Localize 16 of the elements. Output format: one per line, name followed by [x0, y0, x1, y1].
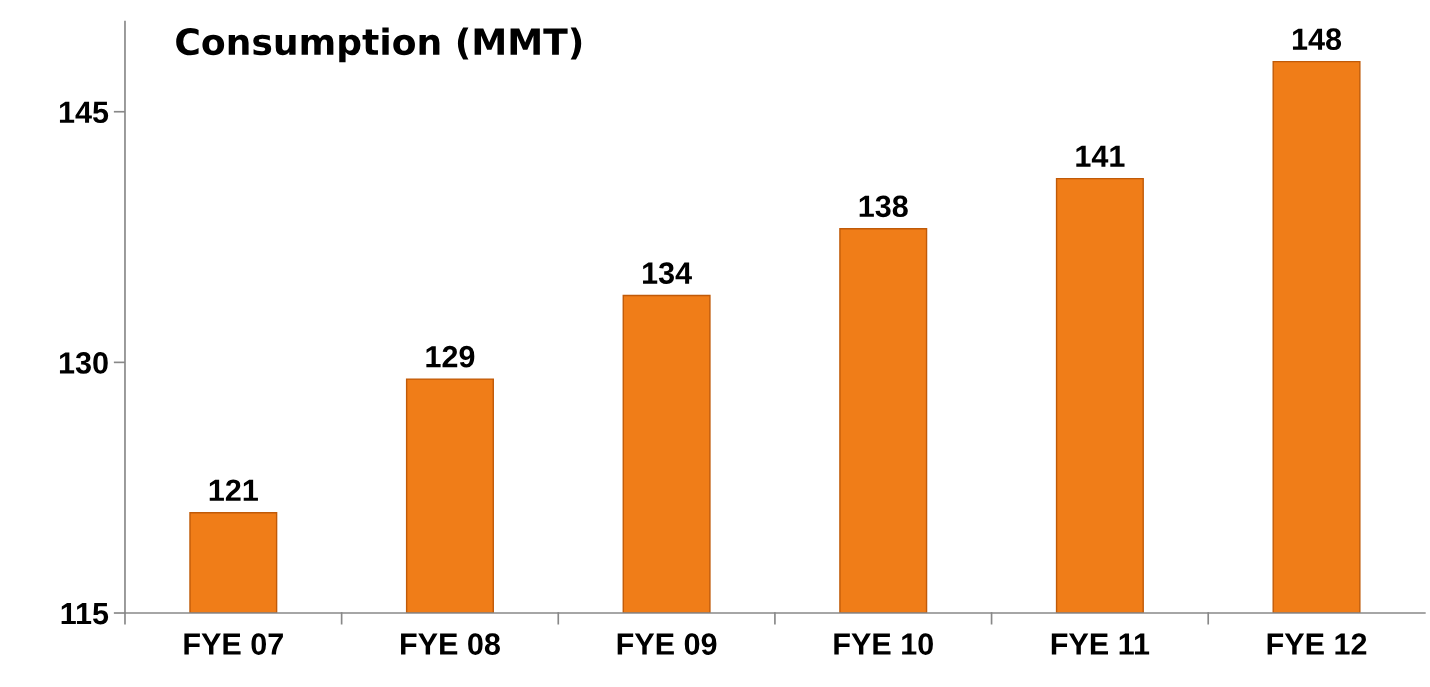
y-tick-label: 145	[59, 101, 109, 124]
data-label: 138	[859, 195, 908, 218]
chart-title: Consumption (MMT)	[176, 27, 582, 63]
data-label: 148	[1292, 28, 1342, 51]
x-tick-label: FYE 07	[184, 633, 283, 655]
y-tick-label: 115	[61, 603, 109, 625]
x-tick-label: FYE 09	[617, 633, 717, 655]
x-tick-label: FYE 10	[834, 633, 933, 655]
data-label: 121	[209, 479, 258, 501]
x-tick-label: FYE 11	[1051, 633, 1150, 655]
data-label: 134	[643, 262, 692, 284]
data-label: 129	[426, 345, 475, 368]
y-tick-label: 130	[59, 352, 108, 374]
x-tick-label: FYE 08	[401, 633, 500, 655]
x-tick-label: FYE 12	[1267, 633, 1367, 655]
data-label: 141	[1076, 145, 1125, 167]
